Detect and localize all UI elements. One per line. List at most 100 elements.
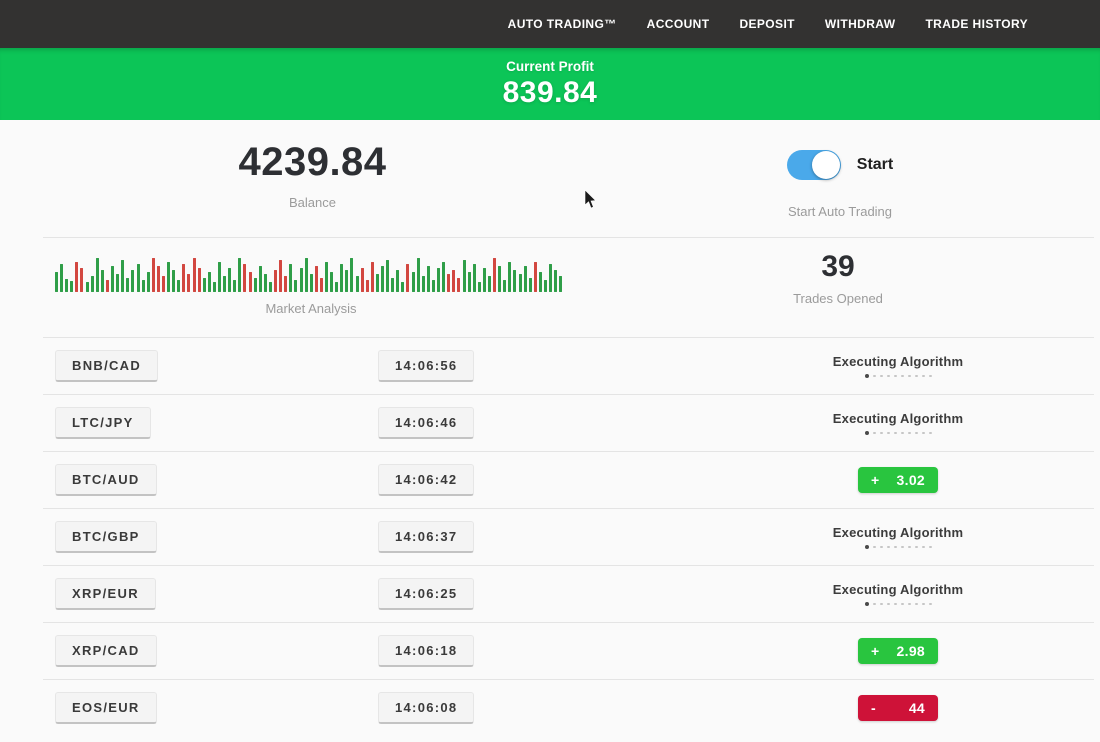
status-cell: Executing Algorithm <box>718 582 1078 606</box>
row-divider <box>43 451 1094 452</box>
market-analysis-chart <box>55 254 567 292</box>
progress-dot <box>887 374 890 378</box>
chart-bar <box>187 274 191 292</box>
chart-bar <box>284 276 288 292</box>
nav-item-trade-history[interactable]: TRADE HISTORY <box>925 17 1028 31</box>
progress-dot <box>922 431 925 435</box>
nav-item-auto-trading[interactable]: AUTO TRADING™ <box>507 17 617 31</box>
pair-chip: BTC/AUD <box>55 464 157 496</box>
chart-bar <box>121 260 125 292</box>
nav-item-deposit[interactable]: DEPOSIT <box>739 17 795 31</box>
chart-bar <box>406 264 410 292</box>
progress-dot <box>880 602 883 606</box>
chart-bar <box>549 264 553 292</box>
chart-bar <box>116 274 120 292</box>
time-cell: 14:06:46 <box>378 407 718 439</box>
chart-bar <box>182 264 186 292</box>
chart-bar <box>370 262 374 292</box>
toggle-knob-icon <box>811 151 840 179</box>
progress-dot <box>922 545 925 549</box>
chart-bar <box>442 262 446 292</box>
trade-row: XRP/EUR 14:06:25 Executing Algorithm <box>0 566 1100 622</box>
status-cell: +3.02 <box>718 467 1078 493</box>
progress-dot <box>880 545 883 549</box>
toggle-label: Start <box>856 156 894 173</box>
trade-row: BTC/AUD 14:06:42 +3.02 <box>0 452 1100 508</box>
auto-trading-block: Start Start Auto Trading <box>740 150 940 219</box>
pair-cell: BTC/GBP <box>55 521 378 553</box>
chart-bar <box>452 270 456 292</box>
chart-bar <box>289 264 293 292</box>
chart-bar <box>447 274 451 292</box>
chart-bar <box>350 258 354 292</box>
row-divider <box>43 565 1094 566</box>
pair-cell: XRP/EUR <box>55 578 378 610</box>
chart-bar <box>55 272 58 292</box>
chart-bar <box>314 266 318 292</box>
progress-dot <box>915 374 918 378</box>
chart-bar <box>263 274 267 292</box>
result-badge-loss: - 44 <box>858 695 938 721</box>
chart-bar <box>100 270 104 292</box>
chart-bar <box>477 282 481 292</box>
chart-bar <box>431 280 435 292</box>
chart-bar <box>401 282 405 292</box>
time-cell: 14:06:42 <box>378 464 718 496</box>
balance-section: 4239.84 Balance Start Start Auto Trading <box>0 120 1100 237</box>
chart-bar <box>437 268 441 292</box>
balance-value: 4239.84 <box>238 140 387 184</box>
chart-bar <box>253 278 257 292</box>
time-chip: 14:06:46 <box>378 407 475 439</box>
chart-bar <box>309 274 313 292</box>
chart-bar <box>518 274 522 292</box>
status-executing: Executing Algorithm <box>833 411 963 435</box>
chart-bar <box>70 281 74 292</box>
market-analysis-block: Market Analysis <box>55 254 567 316</box>
chart-bar <box>375 274 379 292</box>
progress-dot <box>915 602 918 606</box>
time-chip: 14:06:42 <box>378 464 475 496</box>
nav-item-withdraw[interactable]: WITHDRAW <box>824 17 896 31</box>
result-badge-profit: +3.02 <box>858 467 938 493</box>
progress-dot <box>873 545 876 549</box>
progress-dot <box>873 431 876 435</box>
nav-item-account[interactable]: ACCOUNT <box>646 17 710 31</box>
badge-value: 3.02 <box>896 472 925 488</box>
auto-trading-toggle[interactable] <box>786 150 841 180</box>
trades-opened-block: 39 Trades Opened <box>738 250 938 306</box>
progress-dots <box>833 602 963 606</box>
chart-bar <box>294 280 298 292</box>
executing-label: Executing Algorithm <box>832 525 964 540</box>
pair-cell: XRP/CAD <box>55 635 378 667</box>
chart-bar <box>324 262 328 292</box>
chart-bar <box>462 260 466 292</box>
chart-bar <box>335 282 339 292</box>
trade-row: BTC/GBP 14:06:37 Executing Algorithm <box>0 509 1100 565</box>
chart-bar <box>559 276 563 292</box>
chart-bar <box>197 268 201 292</box>
progress-dot <box>873 602 876 606</box>
status-cell: +2.98 <box>718 638 1078 664</box>
executing-label: Executing Algorithm <box>832 354 964 369</box>
status-executing: Executing Algorithm <box>833 354 963 378</box>
row-divider <box>43 679 1094 680</box>
pair-cell: BTC/AUD <box>55 464 378 496</box>
progress-dot <box>929 431 932 435</box>
progress-dot <box>929 602 932 606</box>
chart-bar <box>126 278 130 292</box>
chart-bar <box>207 272 211 292</box>
time-cell: 14:06:37 <box>378 521 718 553</box>
progress-dot <box>864 374 869 378</box>
trades-opened-value: 39 <box>821 250 855 283</box>
status-cell: Executing Algorithm <box>718 525 1078 549</box>
chart-bar <box>482 268 486 292</box>
trade-row: LTC/JPY 14:06:46 Executing Algorithm <box>0 395 1100 451</box>
result-badge-profit: +2.98 <box>858 638 938 664</box>
auto-trading-caption: Start Auto Trading <box>787 204 893 219</box>
chart-bar <box>156 266 160 292</box>
chart-bar <box>223 276 227 292</box>
chart-bar <box>111 266 115 292</box>
chart-bar <box>136 264 140 292</box>
chart-bar <box>533 262 537 292</box>
chart-bar <box>90 276 94 292</box>
